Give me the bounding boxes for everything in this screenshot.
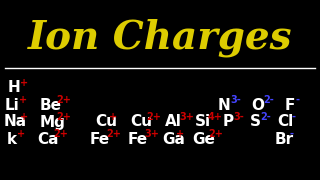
Text: 2+: 2+ [106,129,121,139]
Text: Si: Si [195,114,211,129]
Text: 2+: 2+ [208,129,223,139]
Text: Cu: Cu [130,114,152,129]
Text: Mg: Mg [40,114,66,129]
Text: Ion Charges: Ion Charges [28,19,292,57]
Text: 2-: 2- [263,95,274,105]
Text: O: O [251,98,264,112]
Text: Fe: Fe [128,132,148,147]
Text: Fe: Fe [90,132,110,147]
Text: 3+: 3+ [144,129,159,139]
Text: S: S [250,114,261,129]
Text: Be: Be [40,98,62,112]
Text: 4+: 4+ [208,112,223,122]
Text: +: + [17,129,25,139]
Text: +: + [20,112,28,122]
Text: 2+: 2+ [56,112,71,122]
Text: Li: Li [5,98,20,112]
Text: 3-: 3- [233,112,244,122]
Text: P: P [223,114,234,129]
Text: 2+: 2+ [146,112,161,122]
Text: 2+: 2+ [56,95,71,105]
Text: Cl: Cl [277,114,293,129]
Text: 3+: 3+ [179,112,194,122]
Text: Ga: Ga [162,132,185,147]
Text: 2+: 2+ [53,129,68,139]
Text: Na: Na [4,114,27,129]
Text: N: N [218,98,231,112]
Text: k: k [7,132,17,147]
Text: Cu: Cu [95,114,117,129]
Text: -: - [291,112,295,122]
Text: -: - [289,129,293,139]
Text: +: + [109,112,117,122]
Text: F: F [285,98,295,112]
Text: Ca: Ca [37,132,59,147]
Text: H: H [8,80,21,96]
Text: +: + [19,95,27,105]
Text: Ge: Ge [192,132,215,147]
Text: Al: Al [165,114,182,129]
Text: -: - [295,95,299,105]
Text: +: + [20,78,28,88]
Text: +: + [176,129,184,139]
Text: Br: Br [275,132,294,147]
Text: 2-: 2- [260,112,271,122]
Text: 3-: 3- [230,95,241,105]
